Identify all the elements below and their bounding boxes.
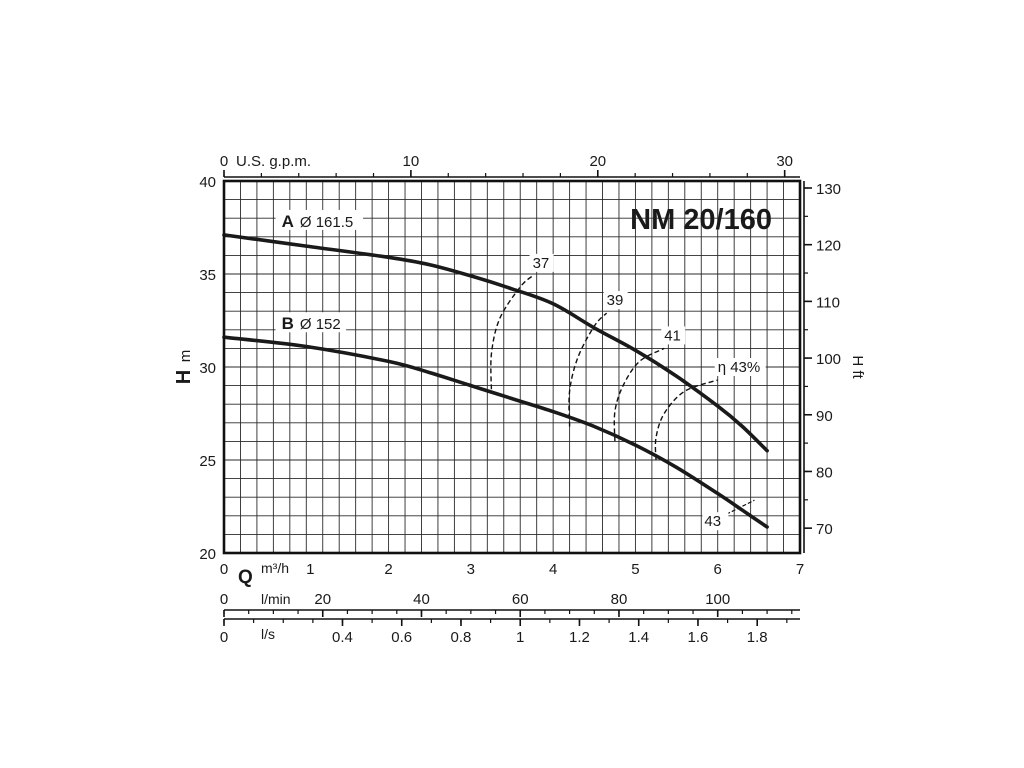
series-label-B: B Ø 152 <box>282 314 341 333</box>
efficiency-curve-2 <box>613 347 665 442</box>
x-axis-label-m3h: m³/h <box>261 560 289 576</box>
x-tick-label-ls: 1.8 <box>747 629 768 646</box>
x-tick-label-m3h: 1 <box>306 561 314 578</box>
x-axis-title-q: Q <box>238 567 253 588</box>
series-name-A: A <box>282 212 294 231</box>
y-tick-label-m: 35 <box>199 267 216 284</box>
y-tick-label-ft: 80 <box>816 464 833 481</box>
series-label-bg-B <box>275 312 347 333</box>
efficiency-curve-0 <box>490 275 534 390</box>
y-tick-label-ft: 70 <box>816 521 833 538</box>
efficiency-label-bg-2 <box>661 326 686 345</box>
efficiency-label-bg-0 <box>529 253 554 272</box>
x-tick-label-m3h: 7 <box>796 561 804 578</box>
y-tick-label-m: 30 <box>199 360 216 377</box>
y-tick-label-ft: 130 <box>816 181 841 198</box>
annotation-label-0: 43 <box>704 513 721 530</box>
y-axis-unit-m: m <box>177 350 194 363</box>
series-diameter-A: Ø 161.5 <box>300 214 353 231</box>
x-tick-label-m3h: 5 <box>631 561 639 578</box>
x-tick-label-m3h: 3 <box>467 561 475 578</box>
x-tick-label-usgpm: 0 <box>220 153 228 170</box>
x-tick-label-usgpm: 30 <box>776 153 793 170</box>
efficiency-label-3: η 43% <box>718 359 761 376</box>
y-tick-label-m: 25 <box>199 453 216 470</box>
x-axis-label-ls: l/s <box>261 626 275 642</box>
x-tick-label-lmin: 60 <box>512 591 529 608</box>
series-diameter-B: Ø 152 <box>300 316 341 333</box>
x-tick-label-lmin: 100 <box>705 591 730 608</box>
efficiency-label-0: 37 <box>533 255 550 272</box>
x-tick-label-ls: 0.6 <box>391 629 412 646</box>
plot-frame <box>222 179 802 555</box>
grid <box>224 181 800 553</box>
series-label-A: A Ø 161.5 <box>282 212 354 231</box>
x-tick-label-ls: 0.4 <box>332 629 353 646</box>
x-tick-label-lmin: 40 <box>413 591 430 608</box>
efficiency-label-bg-1 <box>603 291 628 310</box>
efficiency-curve-1 <box>568 312 608 427</box>
x-tick-label-lmin: 80 <box>611 591 628 608</box>
y-axis-title-ft: H ft <box>849 355 866 379</box>
y-tick-label-ft: 100 <box>816 351 841 368</box>
x-tick-label-ls: 1.6 <box>688 629 709 646</box>
x-tick-label-m3h: 4 <box>549 561 557 578</box>
x-tick-label-m3h: 6 <box>714 561 722 578</box>
efficiency-label-2: 41 <box>664 327 681 344</box>
annotation-bg-0 <box>702 512 729 531</box>
y-tick-label-ft: 90 <box>816 408 833 425</box>
x-tick-label-lmin: 0 <box>220 591 228 608</box>
x-tick-label-ls: 1.4 <box>628 629 649 646</box>
efficiency-label-bg-3 <box>714 358 766 377</box>
x-tick-label-ls: 0 <box>220 629 228 646</box>
x-tick-label-lmin: 20 <box>314 591 331 608</box>
y-tick-label-ft: 120 <box>816 238 841 255</box>
y-tick-label-m: 40 <box>199 174 216 191</box>
y-axis-title-h: H <box>173 370 195 384</box>
x-tick-label-usgpm: 20 <box>589 153 606 170</box>
y-tick-label-m: 20 <box>199 546 216 563</box>
chart-title: NM 20/160 <box>630 204 772 236</box>
labels: 37 39 41 η 43% A Ø 161.5 B Ø 152 43 <box>275 209 766 531</box>
series-line-B <box>222 335 769 529</box>
efficiency-curve-3 <box>654 379 718 461</box>
x-tick-label-m3h: 2 <box>384 561 392 578</box>
series-line-A <box>222 233 769 453</box>
x-tick-label-m3h: 0 <box>220 561 228 578</box>
series-label-bg-A <box>275 209 364 230</box>
performance-curves <box>222 233 769 529</box>
x-tick-label-ls: 0.8 <box>451 629 472 646</box>
y-tick-label-ft: 110 <box>816 294 840 311</box>
plot-border <box>222 179 802 555</box>
x-tick-label-ls: 1.2 <box>569 629 590 646</box>
x-tick-label-usgpm: 10 <box>403 153 420 170</box>
x-tick-label-ls: 1 <box>516 629 524 646</box>
series-name-B: B <box>282 314 294 333</box>
x-axis-label-lmin: l/min <box>261 591 291 607</box>
efficiency-label-1: 39 <box>607 292 624 309</box>
x-axis-label-usgpm: U.S. g.p.m. <box>236 153 311 170</box>
